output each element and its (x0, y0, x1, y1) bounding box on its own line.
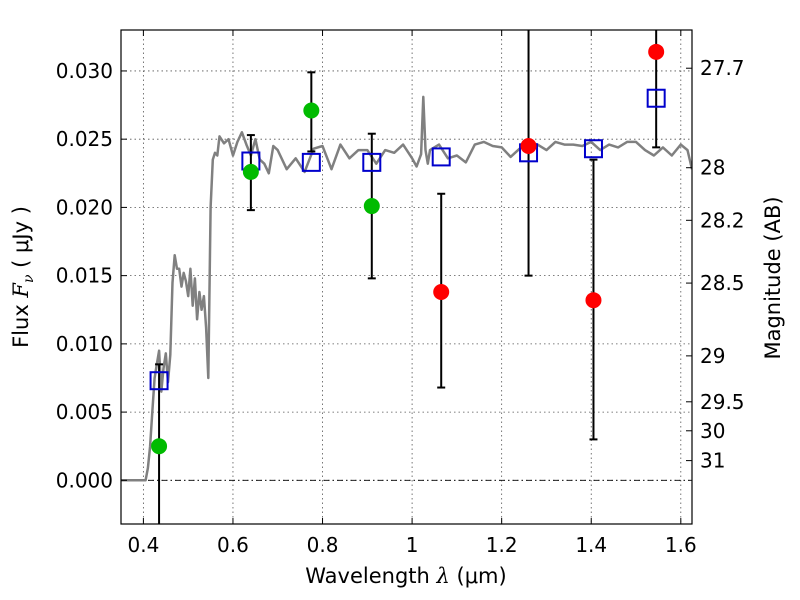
model-spectrum-line (121, 95, 692, 482)
x-tick-label: 0.4 (127, 533, 159, 557)
upper-limit-point (433, 284, 450, 301)
detection-point (151, 438, 168, 455)
x-tick-label: 1.2 (486, 533, 518, 557)
y-tick-label: 0.025 (56, 127, 113, 151)
magnitude-tick-label: 28 (700, 156, 725, 180)
magnitude-tick-label: 29.5 (700, 390, 745, 414)
model-photometry-square (583, 139, 603, 159)
plot-frame (120, 29, 693, 525)
magnitude-tick-label: 28.2 (700, 208, 745, 232)
upper-limit-point (585, 292, 602, 309)
observed-points-layer (151, 43, 665, 455)
detection-point (303, 102, 320, 119)
y-tick-label: 0.000 (56, 468, 113, 492)
y-tick-labels: 0.000 0.005 0.010 0.015 0.020 0.025 0.030 (56, 59, 113, 492)
model-photometry-square (431, 147, 451, 167)
magnitude-tick-label: 29 (700, 344, 725, 368)
model-photometry-square (301, 152, 321, 172)
magnitude-tick-label: 30 (700, 419, 725, 443)
y-tick-label: 0.030 (56, 59, 113, 83)
y-tick-label: 0.015 (56, 264, 113, 288)
ticks (121, 30, 692, 524)
x-tick-label: 0.6 (217, 533, 249, 557)
magnitude-tick-label: 28.5 (700, 271, 745, 295)
y-tick-label: 0.020 (56, 195, 113, 219)
y-tick-label: 0.010 (56, 332, 113, 356)
x-tick-label: 1 (406, 533, 419, 557)
upper-limit-point (648, 43, 665, 60)
x-axis-label: Wavelength λ (μm) (305, 564, 506, 588)
model-photometry-layer (149, 88, 666, 391)
model-photometry-square (149, 371, 169, 391)
y-axis-label: Flux Fν ( μJy ) (9, 206, 37, 348)
y-tick-label: 0.005 (56, 400, 113, 424)
magnitude-tick-label: 27.7 (700, 56, 745, 80)
magnitude-tick-label: 31 (700, 449, 725, 473)
model-photometry-square (362, 152, 382, 172)
magnitude-tick-labels: 27.7 28 28.2 28.5 29 29.5 30 31 (700, 56, 745, 472)
detection-point (242, 163, 259, 180)
model-spectrum-layer (121, 95, 692, 482)
x-tick-label: 0.8 (307, 533, 339, 557)
x-tick-label: 1.4 (575, 533, 607, 557)
upper-limit-point (520, 137, 537, 154)
detection-point (363, 198, 380, 215)
x-tick-label: 1.6 (665, 533, 697, 557)
model-photometry-square (646, 88, 666, 108)
magnitude-axis-label: Magnitude (AB) (761, 196, 785, 359)
x-tick-labels: 0.4 0.6 0.8 1 1.2 1.4 1.6 (127, 533, 696, 557)
